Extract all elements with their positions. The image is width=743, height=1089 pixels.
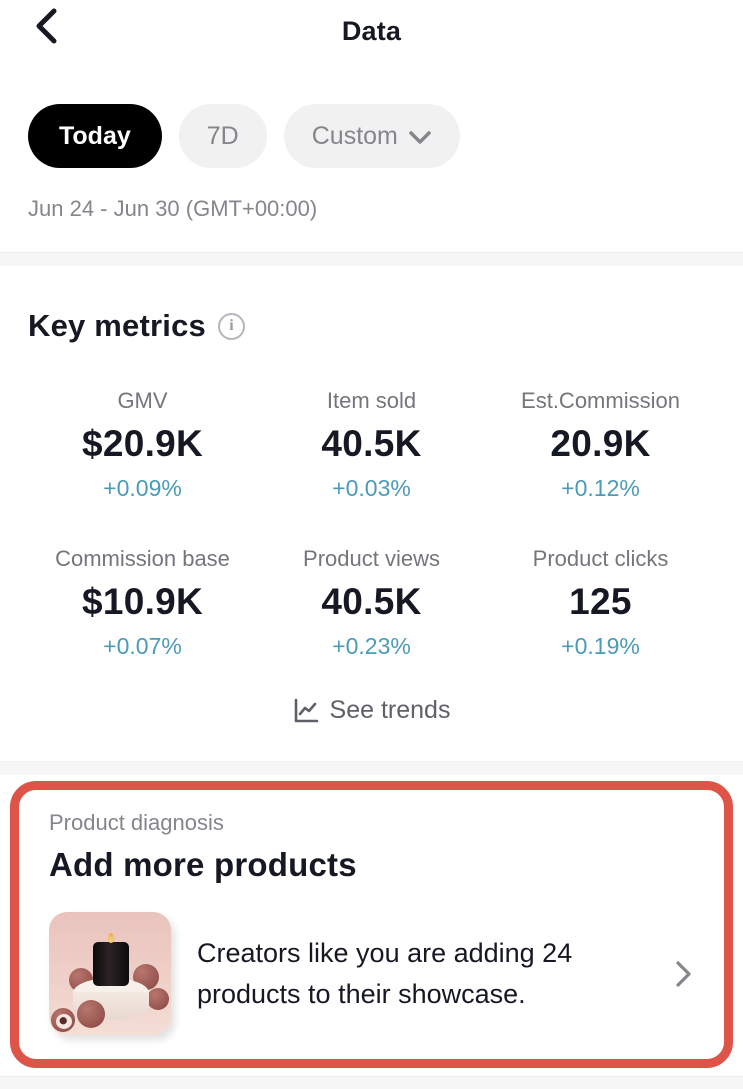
section-divider (0, 252, 743, 266)
metric-label: Commission base (55, 546, 230, 571)
metric-change: +0.03% (332, 475, 411, 501)
metric-tile-product-views: Product views 40.5K +0.23% (257, 546, 486, 660)
metric-change: +0.19% (561, 633, 640, 659)
key-metrics-section: Key metrics i GMV $20.9K +0.09% Item sol… (0, 266, 743, 761)
key-metrics-title: Key metrics (28, 308, 206, 343)
filter-pill-7d[interactable]: 7D (178, 104, 267, 168)
metric-tile-item-sold: Item sold 40.5K +0.03% (257, 388, 486, 502)
back-button[interactable] (24, 6, 68, 46)
info-icon[interactable]: i (217, 312, 245, 340)
metric-label: Item sold (326, 388, 417, 413)
metric-tile-commission-base: Commission base $10.9K +0.07% (28, 546, 257, 660)
metric-change: +0.12% (561, 475, 640, 501)
add-products-suggestion-row[interactable]: Creators like you are adding 24 products… (32, 912, 706, 1035)
metric-tile-gmv: GMV $20.9K +0.09% (28, 388, 257, 502)
metric-label: Est.Commission (521, 388, 680, 413)
metric-label: Product clicks (532, 546, 669, 571)
header-section: Data Today 7D Custom Jun 24 - Jun 30 (GM… (0, 0, 743, 252)
metric-value: 40.5K (321, 581, 422, 622)
metric-label: Product views (303, 546, 440, 571)
trend-chart-icon (293, 697, 320, 724)
product-diagnosis-section: Product diagnosis Add more products Crea… (0, 775, 743, 1068)
section-divider (0, 761, 743, 775)
see-trends-label: See trends (329, 696, 451, 724)
metric-tile-product-clicks: Product clicks 125 +0.19% (486, 546, 715, 660)
filter-pill-custom-label: Custom (311, 121, 398, 150)
nav-bar: Data (28, 0, 715, 48)
metric-label: GMV (117, 388, 168, 413)
spacer (0, 1068, 743, 1076)
metric-tile-est-commission: Est.Commission 20.9K +0.12% (486, 388, 715, 502)
see-trends-button[interactable]: See trends (293, 696, 451, 761)
next-section-divider (0, 1076, 743, 1089)
chevron-left-icon (33, 7, 59, 45)
metric-change: +0.23% (332, 633, 411, 659)
page-title: Data (341, 16, 402, 46)
metric-value: 40.5K (321, 423, 422, 464)
filter-pill-custom[interactable]: Custom (283, 104, 460, 168)
metric-change: +0.07% (103, 633, 182, 659)
product-thumbnail-image (49, 912, 171, 1035)
filter-pill-today[interactable]: Today (28, 104, 162, 168)
product-diagnosis-card-highlighted: Product diagnosis Add more products Crea… (10, 781, 733, 1068)
chevron-right-icon (675, 960, 692, 988)
date-filter-group: Today 7D Custom (28, 104, 715, 168)
metric-change: +0.09% (103, 475, 182, 501)
add-more-products-title: Add more products (49, 846, 357, 883)
metric-value: $20.9K (81, 423, 204, 464)
metrics-grid: GMV $20.9K +0.09% Item sold 40.5K +0.03%… (28, 388, 715, 660)
product-diagnosis-label: Product diagnosis (49, 810, 224, 835)
metric-value: $10.9K (81, 581, 204, 622)
metric-value: 125 (569, 581, 632, 622)
metric-value: 20.9K (550, 423, 651, 464)
date-range-label: Jun 24 - Jun 30 (GMT+00:00) (28, 196, 318, 221)
chevron-down-icon (408, 130, 432, 146)
suggestion-message: Creators like you are adding 24 products… (197, 937, 573, 1009)
